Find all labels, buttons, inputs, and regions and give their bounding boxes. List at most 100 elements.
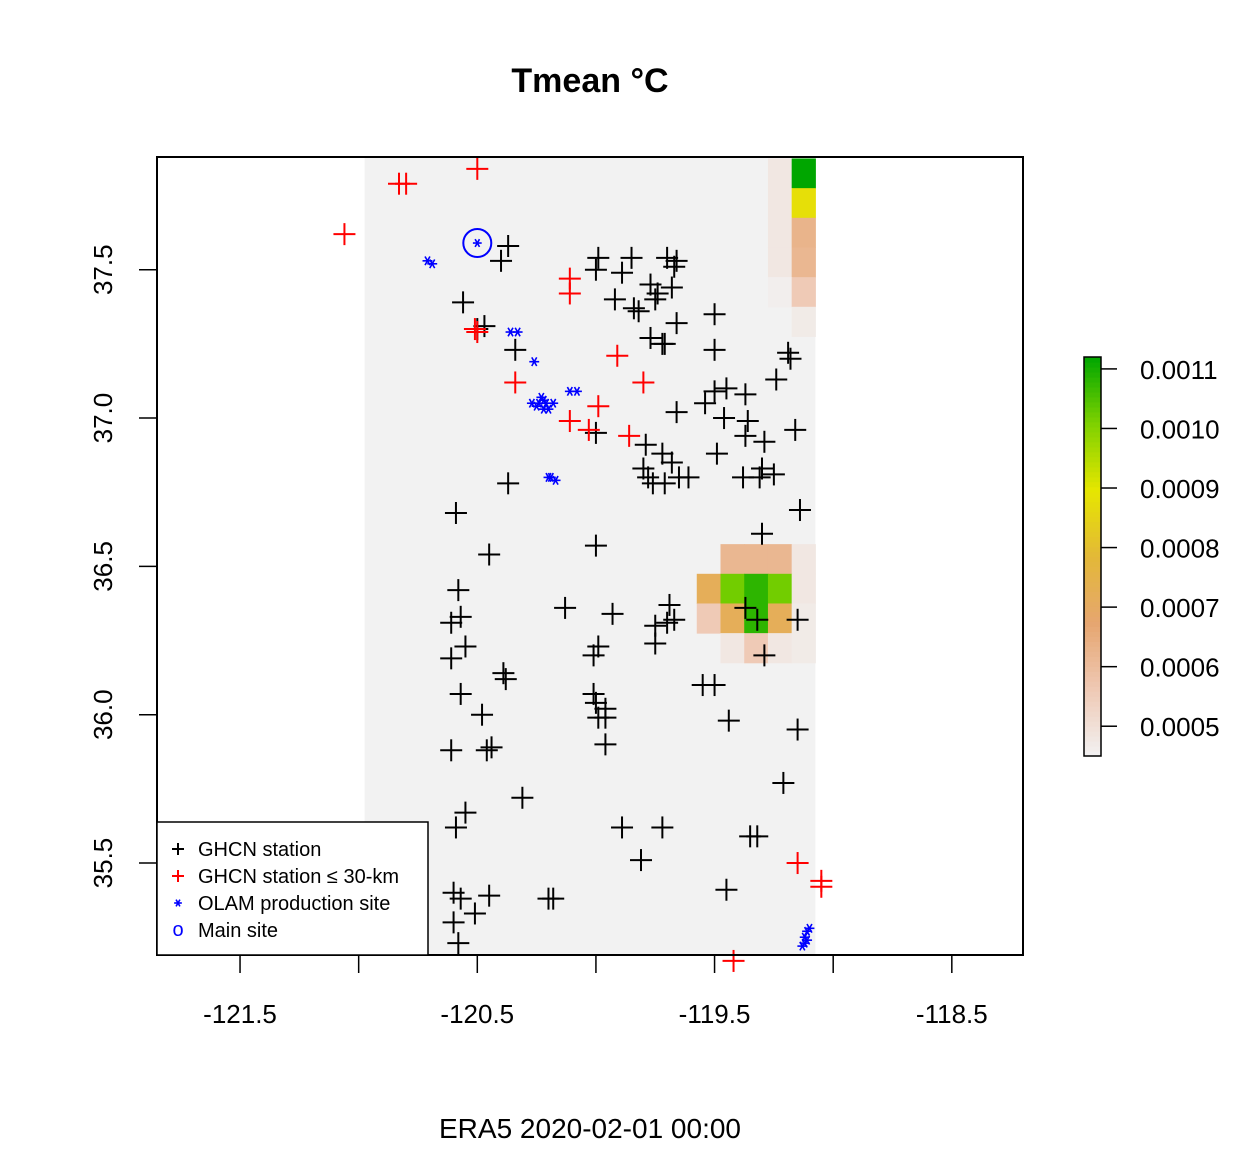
olam-site-marker (572, 386, 582, 397)
station-marker (788, 499, 811, 522)
x-axis: -121.5 -120.5 -119.5 -118.5 (203, 955, 988, 1029)
colorbar-segment (1084, 566, 1101, 573)
station-marker (753, 430, 776, 453)
station-marker (784, 418, 807, 441)
colorbar-tick-label: 0.0007 (1140, 593, 1220, 623)
station-marker (554, 596, 577, 619)
station-marker (594, 733, 617, 756)
colorbar-segment (1084, 686, 1101, 692)
raster-cell (791, 603, 816, 634)
station-marker (715, 878, 738, 901)
colorbar-segment (1084, 501, 1101, 508)
olam-site-marker (797, 941, 808, 951)
points-layer (333, 157, 833, 972)
legend-item: GHCN station (172, 839, 321, 861)
station-marker (449, 682, 472, 705)
station-marker (620, 246, 643, 269)
station-marker (463, 318, 486, 341)
colorbar-tick-label: 0.0009 (1140, 474, 1220, 504)
x-tick-label: -120.5 (440, 999, 514, 1029)
colorbar-segment (1084, 626, 1101, 632)
station-marker (703, 380, 726, 403)
colorbar-segment (1084, 391, 1101, 398)
station-marker (611, 261, 634, 284)
colorbar-segment (1084, 736, 1101, 742)
station-marker (751, 522, 774, 545)
colorbar-tick-label: 0.0008 (1140, 534, 1220, 564)
station-marker (772, 771, 795, 794)
x-tick-label: -118.5 (916, 999, 988, 1029)
station-marker (618, 424, 641, 447)
colorbar-segment (1084, 586, 1101, 593)
legend-item: o Main site (172, 919, 278, 942)
colorbar-segment (1084, 656, 1101, 662)
colorbar-segment (1084, 466, 1101, 473)
station-marker (584, 534, 607, 557)
colorbar-segment (1084, 711, 1101, 717)
legend-marker (172, 843, 184, 855)
station-marker (736, 410, 759, 433)
raster-layer (364, 157, 816, 955)
station-marker (475, 739, 498, 762)
station-marker (634, 433, 657, 456)
station-marker (713, 407, 736, 430)
station-marker (492, 662, 515, 685)
station-marker (577, 418, 600, 441)
station-marker (452, 291, 475, 314)
colorbar-segment (1084, 366, 1101, 373)
colorbar-segment (1084, 536, 1101, 543)
station-marker (765, 368, 788, 391)
station-marker (454, 801, 477, 824)
plot-frame (156, 156, 1024, 956)
station-marker (656, 611, 679, 634)
station-marker (632, 457, 655, 480)
colorbar-segment (1084, 551, 1101, 558)
chart-caption: ERA5 2020-02-01 00:00 (439, 1113, 741, 1144)
station-marker (705, 442, 728, 465)
station-marker (660, 276, 683, 299)
station-marker (504, 371, 527, 394)
station-marker (582, 644, 605, 667)
station-marker (558, 282, 581, 305)
station-marker (732, 466, 755, 489)
colorbar-segment (1084, 676, 1101, 682)
colorbar-segment (1084, 646, 1101, 652)
colorbar-segment (1084, 401, 1101, 408)
y-tick-label: 35.5 (88, 838, 118, 889)
colorbar-segment (1084, 706, 1101, 712)
raster-cell (791, 633, 816, 664)
station-marker (703, 338, 726, 361)
station-marker (584, 691, 607, 714)
station-marker (490, 249, 513, 272)
raster-cell (791, 217, 816, 248)
station-marker (611, 816, 634, 839)
main-site-star (472, 238, 482, 248)
colorbar-segment (1084, 411, 1101, 418)
legend-box (156, 821, 429, 956)
legend-label: GHCN station ≤ 30-km (198, 866, 399, 888)
colorbar-segment (1084, 741, 1101, 747)
colorbar-segment (1084, 436, 1101, 443)
station-marker (587, 395, 610, 418)
colorbar-segment (1084, 591, 1101, 597)
station-marker (651, 816, 674, 839)
station-marker (639, 326, 662, 349)
station-marker (644, 632, 667, 655)
y-tick-label: 37.5 (88, 244, 118, 295)
colorbar-segment (1084, 511, 1101, 518)
raster-cell (720, 633, 745, 664)
station-marker (703, 674, 726, 697)
raster-cell (791, 247, 816, 278)
colorbar-segment (1084, 651, 1101, 657)
station-marker (810, 875, 833, 898)
station-marker (395, 172, 418, 195)
legend-marker (174, 899, 182, 907)
station-marker (777, 341, 800, 364)
raster-cell (767, 277, 793, 308)
raster-cell (767, 573, 793, 604)
y-tick-label: 36.0 (88, 689, 118, 740)
station-marker (494, 668, 517, 691)
colorbar-segment (1084, 451, 1101, 458)
station-marker (440, 739, 463, 762)
station-marker (558, 410, 581, 433)
